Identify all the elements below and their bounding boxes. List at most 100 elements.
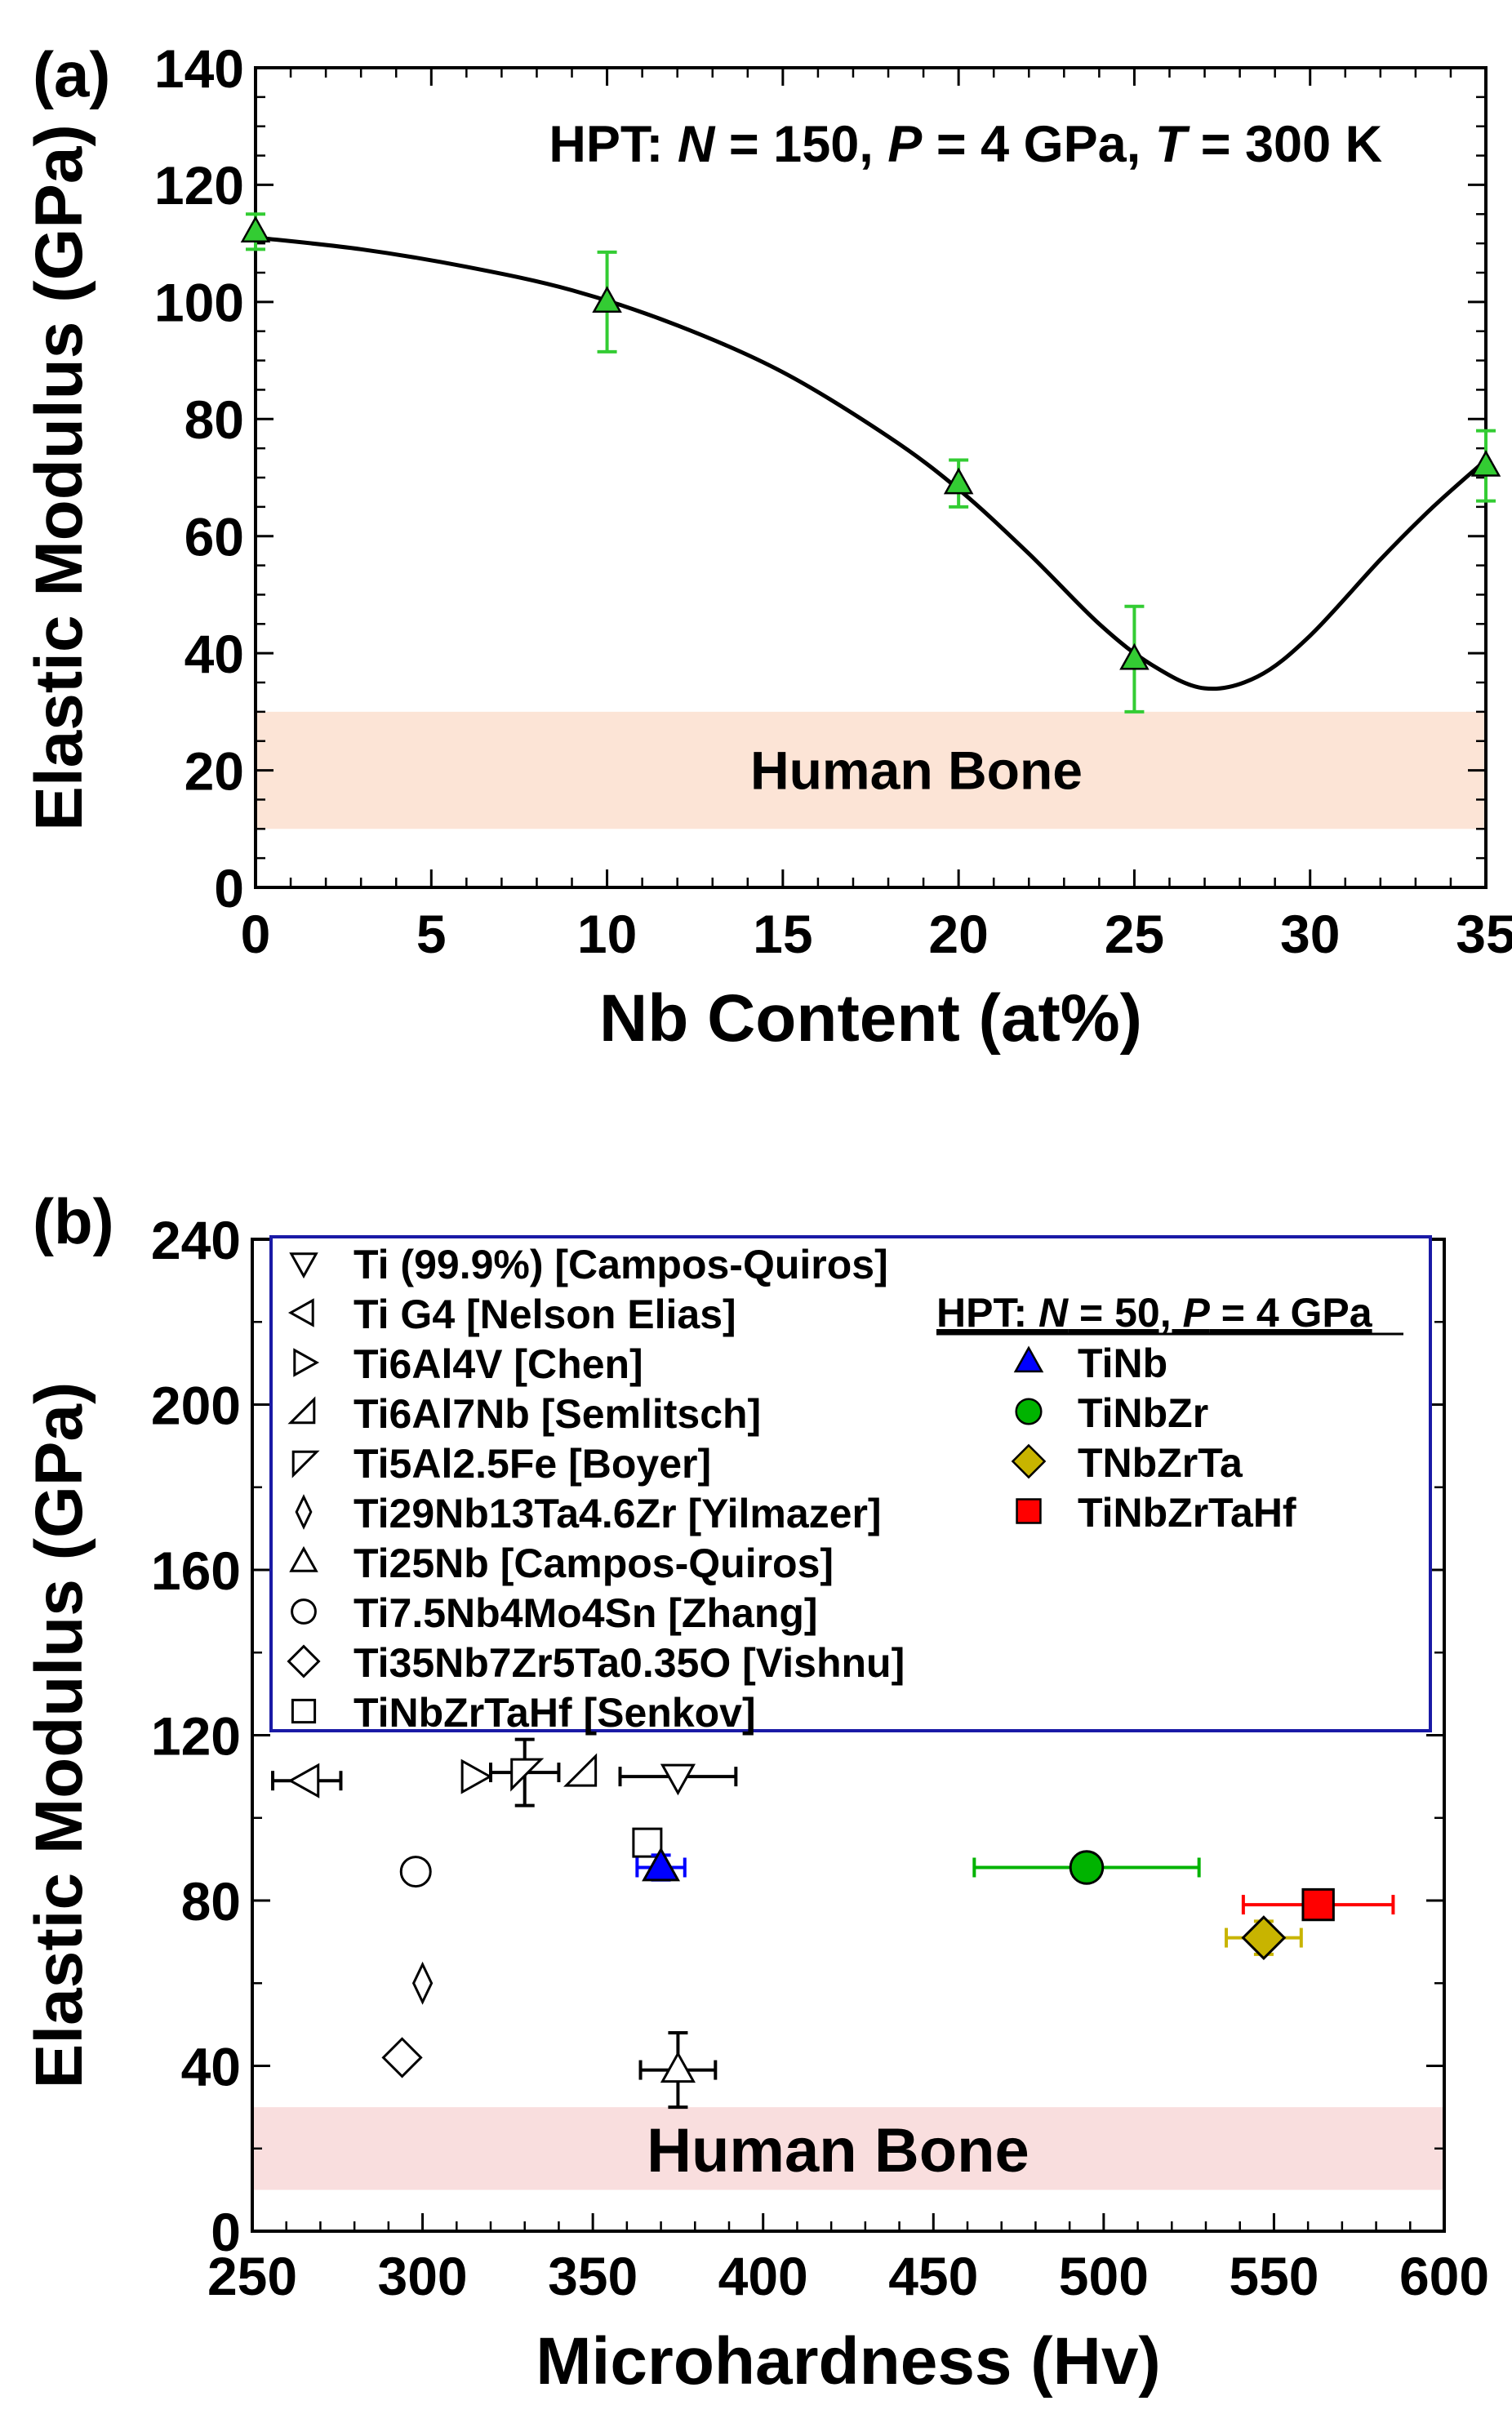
legend-hpt-marker [1013,1345,1044,1373]
legend-hpt-marker [1015,1398,1043,1425]
legend-label: Ti G4 [Nelson Elias] [354,1292,736,1337]
annotation-part: N [678,116,716,173]
legend-label: Ti29Nb13Ta4.6Zr [Yilmazer] [354,1491,882,1536]
y-tick-label: 100 [154,273,244,333]
legend-hpt-label: TiNbZrTaHf [1078,1490,1296,1536]
literature-point-3 [563,1753,598,1787]
x-tick-label: 20 [928,904,988,964]
human-bone-label-b: Human Bone [647,2116,1029,2185]
y-tick-label: 80 [181,1871,241,1932]
fit-curve [255,235,1488,691]
y-tick-label: 0 [211,2202,241,2262]
x-tick-label: 250 [207,2246,297,2306]
hpt-point-3 [1301,1887,1335,1922]
y-tick-label: 0 [214,858,244,918]
x-tick-label: 0 [241,904,271,964]
x-tick-label: 10 [577,904,637,964]
panel-b-label: (b) [33,1185,114,1257]
human-bone-label-a: Human Bone [750,740,1083,801]
panel-a-x-tick-labels: 0 5 10 15 20 25 30 35 [241,904,1512,964]
y-tick-label: 240 [151,1210,241,1270]
legend-label: Ti6Al4V [Chen] [354,1341,643,1387]
panel-b-x-axis-label: Microhardness (Hv) [536,2324,1161,2399]
annotation-part: = 300 K [1186,116,1382,173]
legend-marker-corner-left [291,1450,320,1478]
legend-marker-square [291,1698,317,1724]
panel-b-y-tick-labels: 0 40 80 120 160 200 240 [151,1210,241,2262]
y-tick-label: 140 [154,38,244,99]
panel-a-y-axis-label: Elastic Modulus (GPa) [22,124,96,831]
panel-a-annotation: HPT: N = 150, P = 4 GPa, T = 300 K [549,116,1382,173]
legend-hpt-label: TiNbZr [1078,1390,1208,1436]
annotation-part: = 50, [1068,1290,1182,1336]
legend-marker-triangle-left [287,1298,314,1327]
x-tick-label: 25 [1105,904,1164,964]
panel-b-legend: Ti (99.9%) [Campos-Quiros] Ti G4 [Nelson … [269,1235,1432,1736]
legend-label: Ti5Al2.5Fe [Boyer] [354,1441,711,1487]
legend-hpt-marker [1011,1443,1047,1479]
legend-marker-circle [291,1598,317,1625]
annotation-part: P [1183,1290,1211,1336]
x-tick-label: 350 [548,2246,638,2306]
legend-marker-triangle-down [289,1252,318,1279]
legend-box [269,1235,1432,1732]
hpt-point-1 [1069,1850,1105,1885]
data-point-a-3 [1119,642,1150,670]
x-tick-label: 550 [1229,2246,1319,2306]
data-point-a-2 [943,467,974,495]
literature-point-6 [660,2051,696,2083]
annotation-part: = 4 GPa, [922,116,1154,173]
literature-point-0 [660,1763,696,1796]
panel-b-x-tick-labels: 250 300 350 400 450 500 550 600 [207,2246,1489,2306]
panel-a: (a) Human Bone HPT: N = 150, P = 4 GPa, … [22,38,1512,1056]
human-bone-band-a [256,711,1486,829]
annotation-part: HPT: [549,116,678,173]
y-tick-label: 160 [151,1541,241,1601]
x-tick-label: 400 [718,2246,808,2306]
panel-b: (b) Human Bone Ti (99.9%) [Campos-Quiros… [22,1185,1489,2399]
literature-point-1 [287,1763,320,1798]
panel-b-y-axis-label: Elastic Modulus (GPa) [22,1382,96,2089]
literature-point-5 [411,1961,434,2005]
legend-label: Ti (99.9%) [Campos-Quiros] [354,1242,888,1287]
x-tick-label: 600 [1399,2246,1489,2306]
error-bar-lit-6 [638,2031,718,2110]
x-tick-label: 35 [1456,904,1512,964]
y-tick-label: 80 [185,389,244,450]
legend-label: TiNbZrTaHf [Senkov] [354,1690,756,1736]
x-tick-label: 500 [1059,2246,1149,2306]
data-point-a-4 [1470,450,1501,477]
legend-hpt-title: HPT: N = 50, P = 4 GPa [936,1290,1373,1336]
legend-label: Ti6Al7Nb [Semlitsch] [354,1391,761,1437]
panel-a-y-tick-labels: 0 20 40 60 80 100 120 140 [154,38,244,918]
literature-point-8 [381,2037,423,2079]
legend-marker-thin-diamond [295,1494,313,1530]
y-tick-label: 40 [181,2036,241,2096]
annotation-part: HPT: [936,1290,1038,1336]
x-tick-label: 15 [753,904,812,964]
human-bone-band-b [252,2107,1444,2190]
legend-hpt-label: TNbZrTa [1078,1440,1243,1486]
y-tick-label: 40 [185,624,244,684]
x-tick-label: 5 [416,904,447,964]
annotation-part: T [1155,116,1190,173]
literature-point-9 [632,1827,663,1858]
legend-hpt-label: TiNb [1078,1340,1167,1386]
legend-marker-corner-right [287,1396,316,1425]
panel-b-data-points [271,1737,1395,2110]
data-point-a-1 [592,286,622,313]
literature-point-2 [460,1758,493,1794]
y-tick-label: 200 [151,1375,241,1435]
hpt-point-0 [642,1847,681,1882]
panel-a-label: (a) [33,38,110,110]
annotation-part: N [1038,1290,1069,1336]
legend-label: Ti7.5Nb4Mo4Sn [Zhang] [354,1590,818,1636]
x-tick-label: 450 [888,2246,978,2306]
legend-marker-triangle-up [289,1545,318,1572]
x-tick-label: 300 [378,2246,468,2306]
literature-point-7 [399,1856,432,1888]
y-tick-label: 120 [151,1705,241,1766]
annotation-part: = 150, [714,116,887,173]
literature-point-4 [510,1758,545,1792]
